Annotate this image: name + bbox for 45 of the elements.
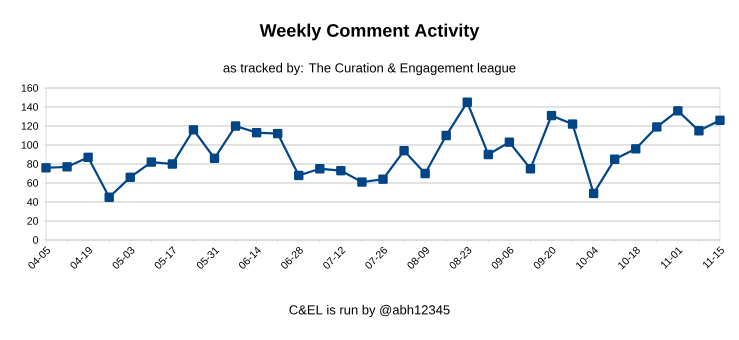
point [104,192,114,202]
point [568,119,578,129]
point [357,177,367,187]
point [504,137,514,147]
y-tick-label: 140 [22,103,38,111]
y-tick-label: 0 [33,236,38,244]
point [168,159,178,169]
text: C&EL is run by @abh12345 [289,304,450,318]
point [441,130,451,140]
point [126,172,135,182]
point [420,168,430,178]
point [210,154,220,163]
point [673,106,683,116]
point [230,121,240,131]
point [588,188,598,198]
point [188,125,198,134]
point [652,122,662,132]
point [315,164,325,174]
point [83,152,93,162]
point [252,128,262,138]
y-tick-label: 120 [22,122,38,130]
chart-title: Weekly Comment Activity [260,24,480,40]
point [336,166,346,176]
point [631,144,640,154]
point [484,150,494,160]
point [41,163,51,172]
y-tick-label: 40 [27,198,38,206]
point [399,146,409,156]
point [715,116,725,125]
point [62,162,72,172]
y-tick-label: 20 [27,217,38,225]
point [146,157,156,167]
y-tick-label: 100 [22,141,38,149]
point [378,174,388,184]
y-tick-label: 80 [27,160,38,168]
point [694,126,704,136]
point [294,170,304,180]
y-tick-label: 60 [27,179,38,187]
point [462,98,472,107]
chart-subtitle: as tracked by: The Curation & Engagement league [223,62,516,76]
point [546,110,556,120]
point [610,154,620,164]
point [526,164,536,174]
y-tick-label: 160 [22,84,38,92]
point [272,128,282,138]
